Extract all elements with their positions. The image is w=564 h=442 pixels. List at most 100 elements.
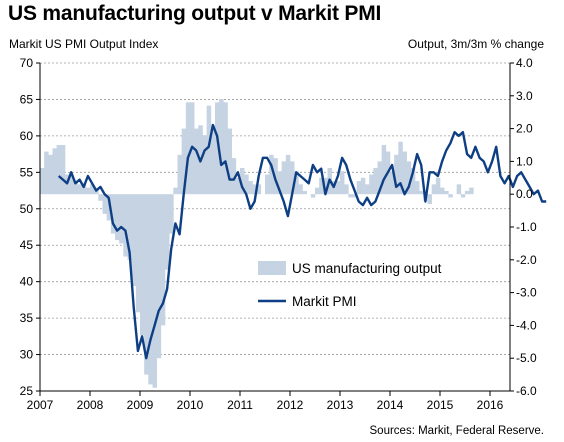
output-bar: [215, 102, 220, 195]
output-bar: [173, 187, 178, 195]
right-tick-label: -4.0: [516, 318, 537, 332]
legend-label-pmi: Markit PMI: [292, 294, 357, 309]
output-bar: [60, 145, 66, 195]
output-bar: [456, 184, 462, 195]
output-bar: [110, 194, 116, 234]
output-bar: [219, 99, 224, 195]
output-bar: [119, 194, 124, 244]
left-tick-label: 30: [20, 348, 34, 362]
output-bar: [140, 194, 145, 336]
x-tick-label: 2009: [127, 398, 154, 412]
output-bar: [427, 194, 432, 205]
output-bar: [348, 194, 353, 198]
x-tick-label: 2015: [427, 398, 454, 412]
output-bar: [435, 177, 441, 195]
output-bar: [202, 135, 207, 195]
output-bar: [269, 154, 274, 195]
output-bar: [440, 187, 445, 195]
output-bar: [177, 154, 182, 195]
output-bar: [240, 167, 245, 195]
output-bar: [185, 102, 191, 195]
output-bar: [365, 184, 370, 195]
output-bar: [431, 184, 437, 195]
gridlines: [40, 62, 510, 392]
left-tick-label: 55: [20, 165, 34, 179]
x-tick-label: 2008: [77, 398, 104, 412]
output-bar: [123, 194, 128, 257]
left-tick-label: 40: [20, 275, 34, 289]
output-bar: [335, 181, 341, 195]
x-tick-label: 2011: [227, 398, 253, 412]
chart-title: US manufacturing output v Markit PMI: [8, 2, 382, 25]
right-tick-label: 0.0: [516, 187, 533, 201]
output-bar: [160, 194, 166, 326]
legend-label-output: US manufacturing output: [292, 261, 442, 276]
output-bar: [294, 171, 299, 195]
legend: US manufacturing output Markit PMI: [258, 261, 442, 309]
output-bar: [244, 174, 249, 195]
output-bar: [402, 151, 407, 195]
output-bar: [377, 161, 382, 195]
output-bar: [223, 102, 228, 195]
x-tick-label: 2007: [27, 398, 54, 412]
output-bar: [210, 125, 216, 195]
output-bar: [52, 148, 57, 195]
x-tick-label: 2016: [477, 398, 504, 412]
left-tick-label: 35: [20, 311, 34, 325]
output-bar: [73, 181, 78, 195]
output-bar: [373, 167, 378, 195]
left-tick-label: 45: [20, 238, 34, 252]
output-bar: [90, 184, 95, 195]
output-bar: [56, 145, 62, 195]
output-bar: [310, 194, 316, 198]
output-bar: [40, 167, 45, 195]
output-bar: [156, 194, 162, 359]
right-tick-label: -6.0: [516, 384, 537, 398]
output-bar: [415, 181, 420, 195]
output-bar: [69, 174, 74, 195]
output-bar: [102, 194, 107, 214]
output-bar: [152, 194, 157, 388]
output-bar: [227, 128, 232, 195]
output-bar: [106, 194, 112, 221]
output-bar: [394, 154, 399, 195]
output-bar: [323, 177, 328, 195]
output-bar: [181, 128, 187, 195]
output-bar: [469, 187, 474, 195]
output-bar: [169, 194, 174, 234]
pmi-line-group: [57, 123, 547, 360]
output-bar: [148, 194, 153, 385]
output-bar: [344, 184, 349, 195]
legend-swatch-bars: [258, 261, 286, 275]
output-bar: [235, 177, 241, 195]
right-tick-label: -2.0: [516, 253, 537, 267]
output-bar: [448, 194, 453, 198]
output-bar: [231, 158, 237, 195]
output-bar: [302, 190, 307, 195]
output-bar: [252, 184, 257, 195]
right-tick-label: 4.0: [516, 56, 533, 70]
output-bar: [298, 184, 303, 195]
output-bar: [206, 105, 212, 195]
output-bar: [81, 184, 87, 195]
output-bar: [131, 194, 137, 287]
output-bar: [256, 184, 262, 195]
output-bar: [194, 128, 199, 195]
right-axis-label: Output, 3m/3m % change: [407, 37, 544, 51]
left-tick-label: 25: [20, 384, 34, 398]
output-bar: [44, 151, 49, 195]
left-tick-label: 50: [20, 202, 34, 216]
source-note: Sources: Markit, Federal Reserve.: [369, 425, 544, 437]
right-tick-label: 2.0: [516, 122, 533, 136]
x-tick-label: 2014: [377, 398, 404, 412]
x-tick-label: 2013: [327, 398, 354, 412]
output-bar: [352, 194, 357, 198]
right-tick-label: -1.0: [516, 220, 537, 234]
output-bar: [277, 171, 282, 195]
output-bar: [248, 181, 253, 195]
left-tick-label: 65: [20, 92, 34, 106]
axes: 70 65 60 55 50 45 40 35 30 25 4.0 3.0 2.0 1.0 0.0 -1.0 -…: [20, 56, 537, 412]
output-bar: [444, 190, 449, 195]
left-tick-label: 60: [20, 129, 34, 143]
